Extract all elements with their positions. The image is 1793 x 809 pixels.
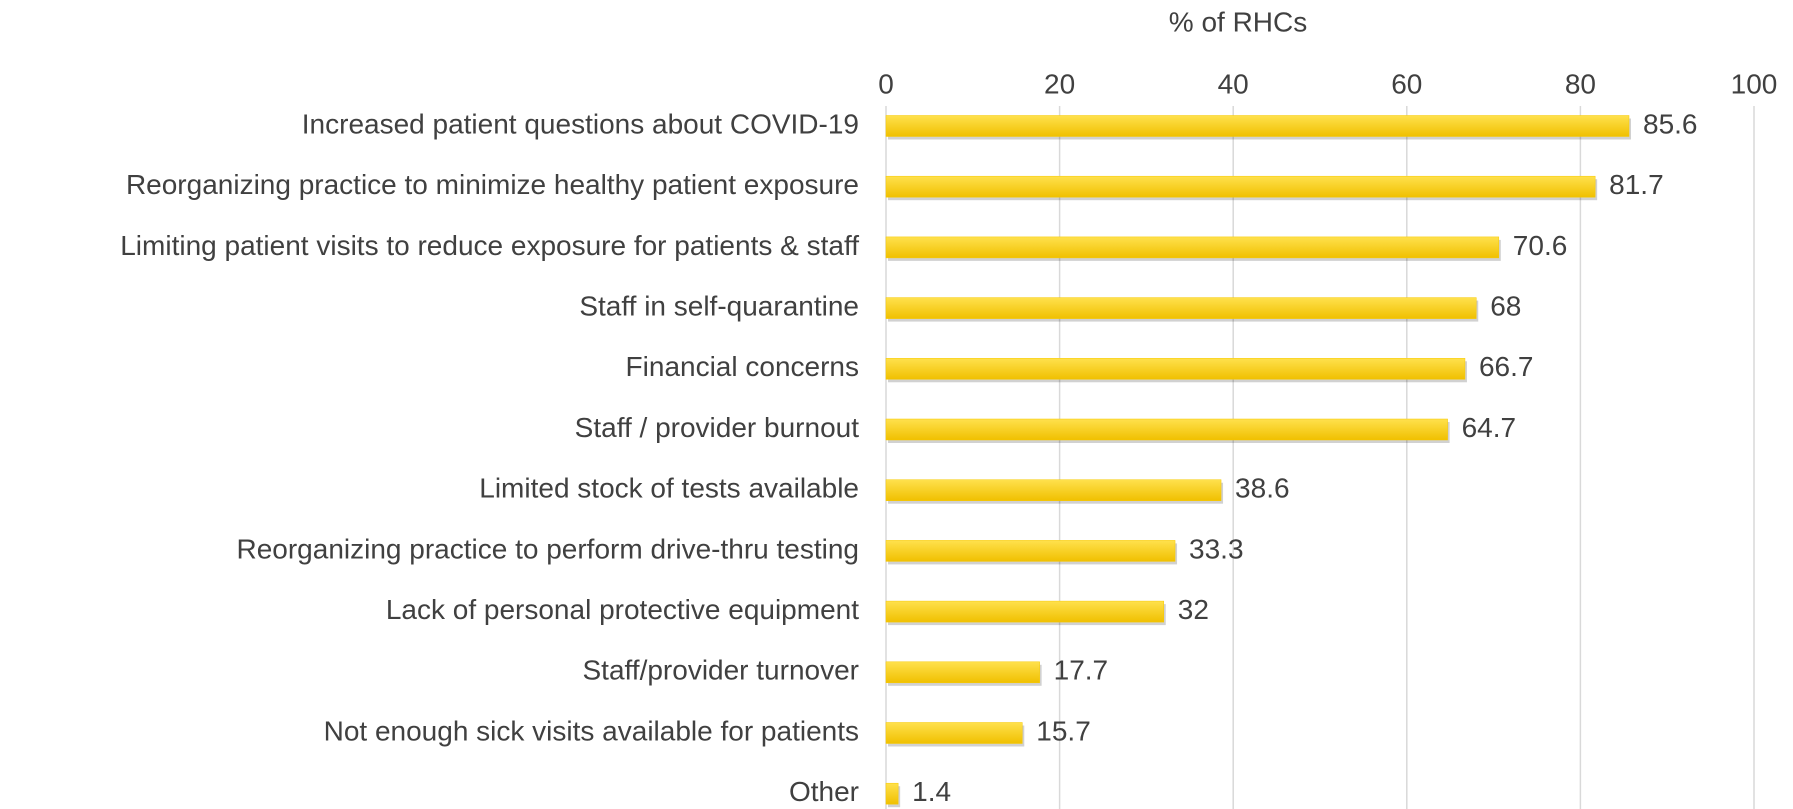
data-label: 70.6: [1513, 230, 1568, 261]
data-label: 85.6: [1643, 108, 1698, 139]
data-label: 81.7: [1609, 169, 1664, 200]
y-tick-label: Reorganizing practice to minimize health…: [126, 169, 859, 200]
data-label: 66.7: [1479, 351, 1534, 382]
x-tick-label: 20: [1044, 68, 1075, 99]
x-tick-label: 80: [1565, 68, 1596, 99]
data-label: 68: [1490, 290, 1521, 321]
data-label: 64.7: [1462, 412, 1517, 443]
data-label: 15.7: [1036, 715, 1091, 746]
bar: [885, 540, 1176, 562]
bar: [885, 722, 1023, 744]
y-tick-label: Other: [789, 776, 859, 807]
bar: [885, 661, 1040, 684]
bar: [885, 358, 1466, 380]
x-tick-label: 40: [1218, 68, 1249, 99]
y-tick-label: Staff in self-quarantine: [579, 290, 859, 321]
x-tick-label: 0: [878, 68, 894, 99]
y-tick-label: Increased patient questions about COVID-…: [302, 108, 859, 139]
axis-title: % of RHCs: [1169, 6, 1307, 37]
y-tick-label: Staff/provider turnover: [582, 655, 859, 686]
data-label: 17.7: [1054, 655, 1109, 686]
bar: [885, 236, 1500, 259]
y-tick-label: Limiting patient visits to reduce exposu…: [120, 230, 859, 261]
bar: [885, 782, 899, 805]
bar: [885, 479, 1222, 501]
bar: [885, 115, 1630, 137]
y-tick-label: Staff / provider burnout: [575, 412, 860, 443]
y-tick-label: Limited stock of tests available: [479, 473, 859, 504]
y-tick-label: Not enough sick visits available for pat…: [324, 715, 859, 746]
y-tick-label: Lack of personal protective equipment: [386, 594, 859, 625]
y-tick-label: Financial concerns: [626, 351, 859, 382]
y-tick-label: Reorganizing practice to perform drive-t…: [236, 533, 859, 564]
bar: [885, 600, 1165, 623]
data-label: 33.3: [1189, 533, 1244, 564]
bar: [885, 297, 1477, 319]
x-tick-label: 100: [1731, 68, 1778, 99]
data-label: 32: [1178, 594, 1209, 625]
bar: [885, 175, 1596, 198]
x-tick-label: 60: [1391, 68, 1422, 99]
data-label: 38.6: [1235, 473, 1290, 504]
data-label: 1.4: [912, 776, 951, 807]
bar: [885, 418, 1448, 441]
